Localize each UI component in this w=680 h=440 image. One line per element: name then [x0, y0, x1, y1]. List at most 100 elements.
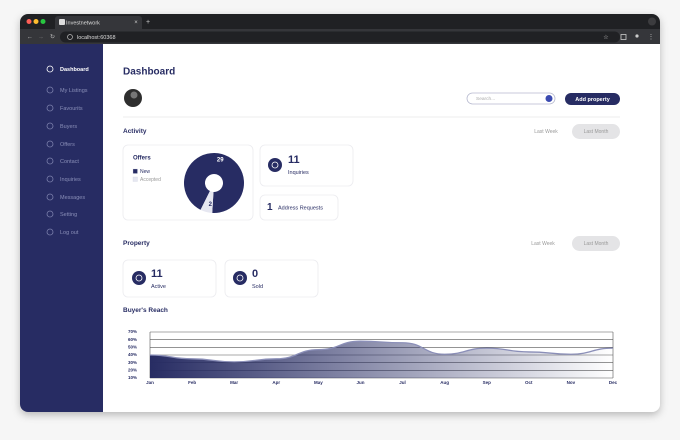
stat-value: 11 — [288, 154, 300, 166]
stat-label: Sold — [252, 284, 263, 290]
y-tick-label: 50% — [128, 345, 137, 350]
legend-label: New — [140, 169, 150, 175]
stat-label: Inquiries — [288, 170, 309, 176]
browser-window — [20, 14, 660, 412]
chart-title: Offers — [133, 156, 151, 162]
inquiries-icon — [268, 158, 282, 172]
minimize-dot[interactable] — [33, 19, 39, 24]
stat-value: 1 — [267, 202, 273, 213]
filter-label[interactable]: Last Week — [531, 241, 555, 247]
data-label: 2 — [209, 202, 213, 208]
section-title: Activity — [123, 128, 147, 135]
nav-icon — [46, 175, 54, 183]
nav-item[interactable]: Contact — [60, 159, 79, 165]
add-property-button[interactable] — [565, 93, 620, 105]
site-info[interactable] — [67, 34, 73, 40]
nav-reload[interactable]: ↻ — [50, 34, 55, 41]
filter-label[interactable]: Last Month — [584, 129, 609, 135]
nav-item[interactable]: My Listings — [60, 88, 88, 94]
x-tick-label: Oct — [525, 380, 533, 385]
profile[interactable] — [635, 34, 639, 38]
browser-menu[interactable]: ⋮ — [648, 35, 654, 41]
x-tick-label: Jul — [399, 380, 406, 385]
donut-slice — [200, 191, 214, 213]
sold-icon — [233, 271, 247, 285]
search-icon[interactable] — [545, 95, 553, 102]
tab-menu[interactable] — [648, 17, 656, 26]
donut-slice — [184, 153, 245, 213]
tab-favicon — [59, 19, 65, 25]
legend-swatch — [132, 168, 138, 174]
address-bar[interactable] — [60, 31, 620, 43]
nav-item[interactable]: Inquiries — [60, 177, 81, 183]
filter-label[interactable]: Last Week — [534, 129, 558, 135]
y-tick-label: 20% — [128, 368, 137, 373]
page-title: Dashboard — [123, 67, 175, 78]
nav-icon — [46, 157, 54, 165]
filter-label[interactable]: Last Month — [584, 241, 609, 247]
nav-item[interactable]: Setting — [60, 212, 77, 218]
y-tick-label: 70% — [128, 329, 137, 334]
chart-title: Buyer's Reach — [123, 307, 168, 314]
inquiries-card[interactable] — [259, 144, 354, 187]
sidepanel[interactable] — [620, 34, 627, 40]
sidebar — [20, 44, 103, 412]
y-tick-label: 40% — [128, 352, 137, 357]
legend-swatch — [132, 176, 138, 182]
icon-glyph — [271, 161, 279, 169]
active-icon — [132, 271, 146, 285]
x-tick-label: Jan — [146, 380, 154, 385]
search-box[interactable] — [466, 92, 556, 105]
data-label: 29 — [217, 157, 224, 163]
x-tick-label: Nov — [567, 380, 576, 385]
nav-icon — [46, 193, 54, 201]
tab-close[interactable]: × — [134, 20, 138, 26]
legend-label: Accepted — [140, 177, 161, 183]
x-tick-label: Aug — [440, 380, 449, 385]
bookmark[interactable]: ☆ — [603, 34, 608, 41]
address-card[interactable] — [259, 194, 339, 221]
section-title: Property — [123, 240, 150, 247]
nav-item[interactable]: Dashboard — [60, 67, 89, 73]
filter-pill[interactable] — [572, 236, 620, 251]
area — [150, 341, 613, 378]
nav-back[interactable]: ← — [27, 35, 33, 41]
nav-icon — [46, 122, 54, 130]
zoom-dot[interactable] — [40, 19, 46, 24]
nav-icon — [46, 104, 54, 112]
url: localhost:60368 — [77, 35, 116, 41]
nav-item[interactable]: Offers — [60, 142, 75, 148]
x-tick-label: Feb — [188, 380, 196, 385]
x-tick-label: Dec — [609, 380, 618, 385]
nav-icon — [46, 140, 54, 148]
x-tick-label: Sep — [483, 380, 492, 385]
nav-item[interactable]: Log out — [60, 230, 79, 236]
y-tick-label: 10% — [128, 375, 137, 380]
sold-card[interactable] — [224, 259, 319, 298]
nav-forward[interactable]: → — [38, 35, 44, 41]
nav-item[interactable]: Buyers — [60, 124, 77, 130]
search-placeholder: Search... — [476, 96, 495, 102]
avatar-face — [130, 91, 138, 99]
nav-icon — [46, 210, 54, 218]
nav-icon — [46, 65, 54, 73]
filter-pill[interactable] — [572, 124, 620, 139]
stat-value: 0 — [252, 268, 258, 280]
nav-item[interactable]: Messages — [60, 195, 85, 201]
close-dot[interactable] — [26, 19, 32, 24]
y-tick-label: 60% — [128, 337, 137, 342]
nav-icon — [46, 86, 54, 94]
active-card[interactable] — [122, 259, 217, 298]
x-tick-label: Mar — [230, 380, 238, 385]
stat-label: Active — [151, 284, 166, 290]
x-tick-label: May — [314, 380, 323, 385]
active-tab[interactable] — [55, 16, 142, 29]
x-tick-label: Apr — [272, 380, 280, 385]
new-tab[interactable]: + — [146, 19, 150, 26]
icon-glyph — [135, 274, 143, 282]
nav-item[interactable]: Favourits — [60, 106, 83, 112]
x-tick-label: Jun — [356, 380, 364, 385]
icon-glyph — [236, 274, 244, 282]
